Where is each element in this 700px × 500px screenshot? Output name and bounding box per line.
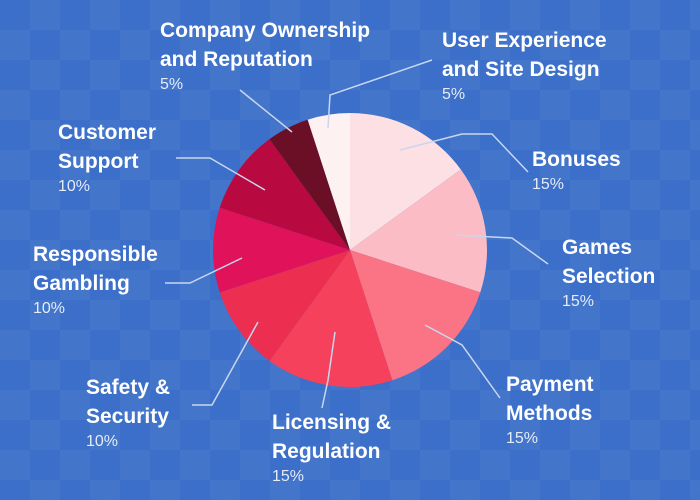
pie-slice (269, 250, 393, 387)
leader-line (399, 133, 529, 173)
category-name: Licensing & Regulation (272, 411, 392, 463)
category-name: Company Ownership and Reputation (160, 19, 371, 71)
value-label: 15% (562, 293, 595, 310)
pie-slice (219, 139, 350, 250)
value-label: 5% (442, 86, 466, 103)
value-label: 5% (160, 76, 184, 93)
category-name: Responsible Gambling (33, 243, 158, 295)
leader-line (165, 257, 243, 284)
slice-label: Games Selection 15% (562, 233, 692, 313)
leader-line (239, 89, 293, 133)
slice-label: Payment Methods 15% (506, 370, 626, 450)
slice-label: Bonuses 15% (532, 145, 682, 196)
slice-label: User Experience and Site Design 5% (442, 26, 642, 106)
value-label: 15% (272, 468, 305, 485)
category-name: Payment Methods (506, 373, 594, 425)
slice-label: Licensing & Regulation 15% (272, 408, 412, 488)
slice-label: Safety & Security 10% (86, 373, 196, 453)
pie-slice (350, 169, 487, 293)
category-name: User Experience and Site Design (442, 29, 607, 81)
category-name: Games Selection (562, 236, 656, 288)
value-label: 10% (58, 178, 91, 195)
leader-line (176, 157, 266, 191)
pie-slice (350, 250, 481, 381)
leader-line (454, 234, 549, 265)
value-label: 15% (532, 176, 565, 193)
pie-slice (350, 113, 461, 250)
pie-slice (307, 113, 350, 250)
value-label: 10% (33, 300, 66, 317)
value-label: 15% (506, 430, 539, 447)
category-name: Customer Support (58, 121, 157, 173)
category-name: Safety & Security (86, 376, 171, 428)
leader-line (192, 321, 259, 406)
slice-label: Customer Support 10% (58, 118, 178, 198)
slice-label: Company Ownership and Reputation 5% (160, 16, 400, 96)
pie-slice (212, 207, 350, 293)
category-name: Bonuses (532, 148, 621, 171)
value-label: 10% (86, 433, 119, 450)
slice-label: Responsible Gambling 10% (33, 240, 183, 320)
leader-line (424, 324, 501, 399)
pie-slice (269, 119, 350, 250)
leader-lines (165, 59, 549, 409)
leader-line (327, 59, 433, 129)
leader-line (321, 331, 336, 409)
